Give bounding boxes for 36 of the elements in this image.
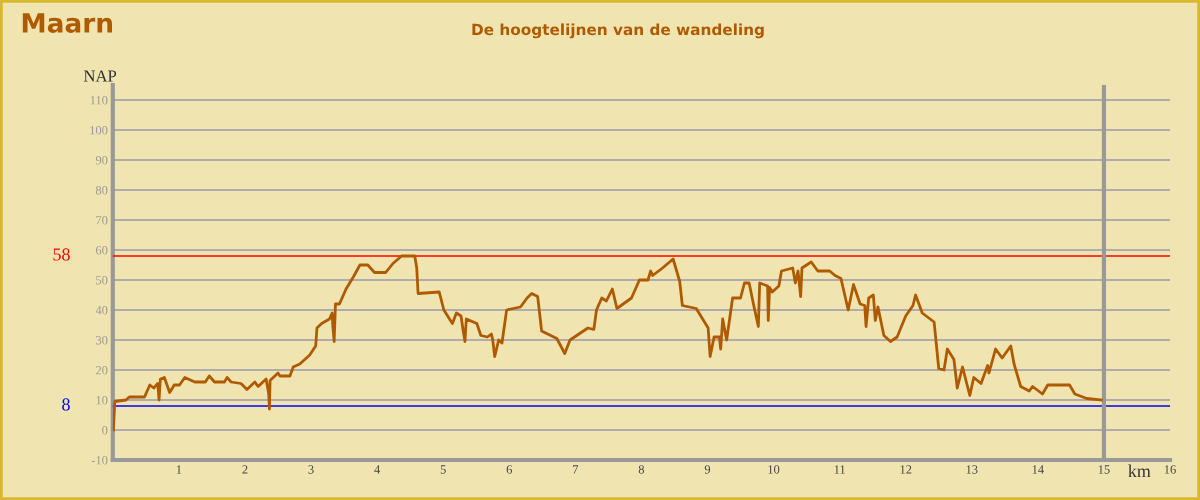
x-tick-label: 8 xyxy=(638,465,645,474)
x-tick-label: 11 xyxy=(834,465,845,474)
x-tick-label: 1 xyxy=(176,465,182,474)
y-tick-label: 10 xyxy=(96,396,108,405)
x-tick-label: 9 xyxy=(704,465,711,474)
y-tick-label: 60 xyxy=(95,246,108,255)
chart-title: Maarn xyxy=(22,13,113,33)
x-tick-label: 7 xyxy=(573,465,579,474)
x-tick-label: 10 xyxy=(768,465,780,474)
chart-subtitle: De hoogtelijnen van de wandeling xyxy=(472,23,764,39)
x-tick-label: 15 xyxy=(1098,465,1110,474)
y-tick-label: 40 xyxy=(95,306,108,315)
y-axis-title: NAP xyxy=(83,70,117,82)
x-tick-label: 12 xyxy=(900,465,912,474)
line-series xyxy=(112,254,1103,432)
ref-line-label: 58 xyxy=(53,248,70,261)
y-tick-label: -10 xyxy=(91,456,108,465)
y-tick-label: 70 xyxy=(96,216,108,225)
ref-line-label: 8 xyxy=(62,398,70,411)
x-tick-label: 14 xyxy=(1032,465,1044,474)
y-tick-label: 110 xyxy=(90,96,108,105)
x-axis-title: km xyxy=(1128,464,1151,478)
x-tick-label: 2 xyxy=(242,465,248,474)
x-tick-label: 5 xyxy=(440,465,446,474)
y-tick-label: 100 xyxy=(90,126,108,135)
x-tick-label: 13 xyxy=(966,465,978,474)
x-tick-label: 4 xyxy=(374,465,381,474)
y-tick-label: 90 xyxy=(95,156,108,165)
x-tick-label: 6 xyxy=(506,465,512,474)
y-tick-label: 50 xyxy=(96,276,108,285)
y-tick-label: 0 xyxy=(102,426,108,435)
y-tick-label: 80 xyxy=(95,186,108,195)
x-tick-label: 3 xyxy=(308,465,314,474)
y-tick-label: 30 xyxy=(96,336,108,345)
y-tick-label: 20 xyxy=(95,366,108,375)
x-tick-label: 16 xyxy=(1164,465,1176,474)
